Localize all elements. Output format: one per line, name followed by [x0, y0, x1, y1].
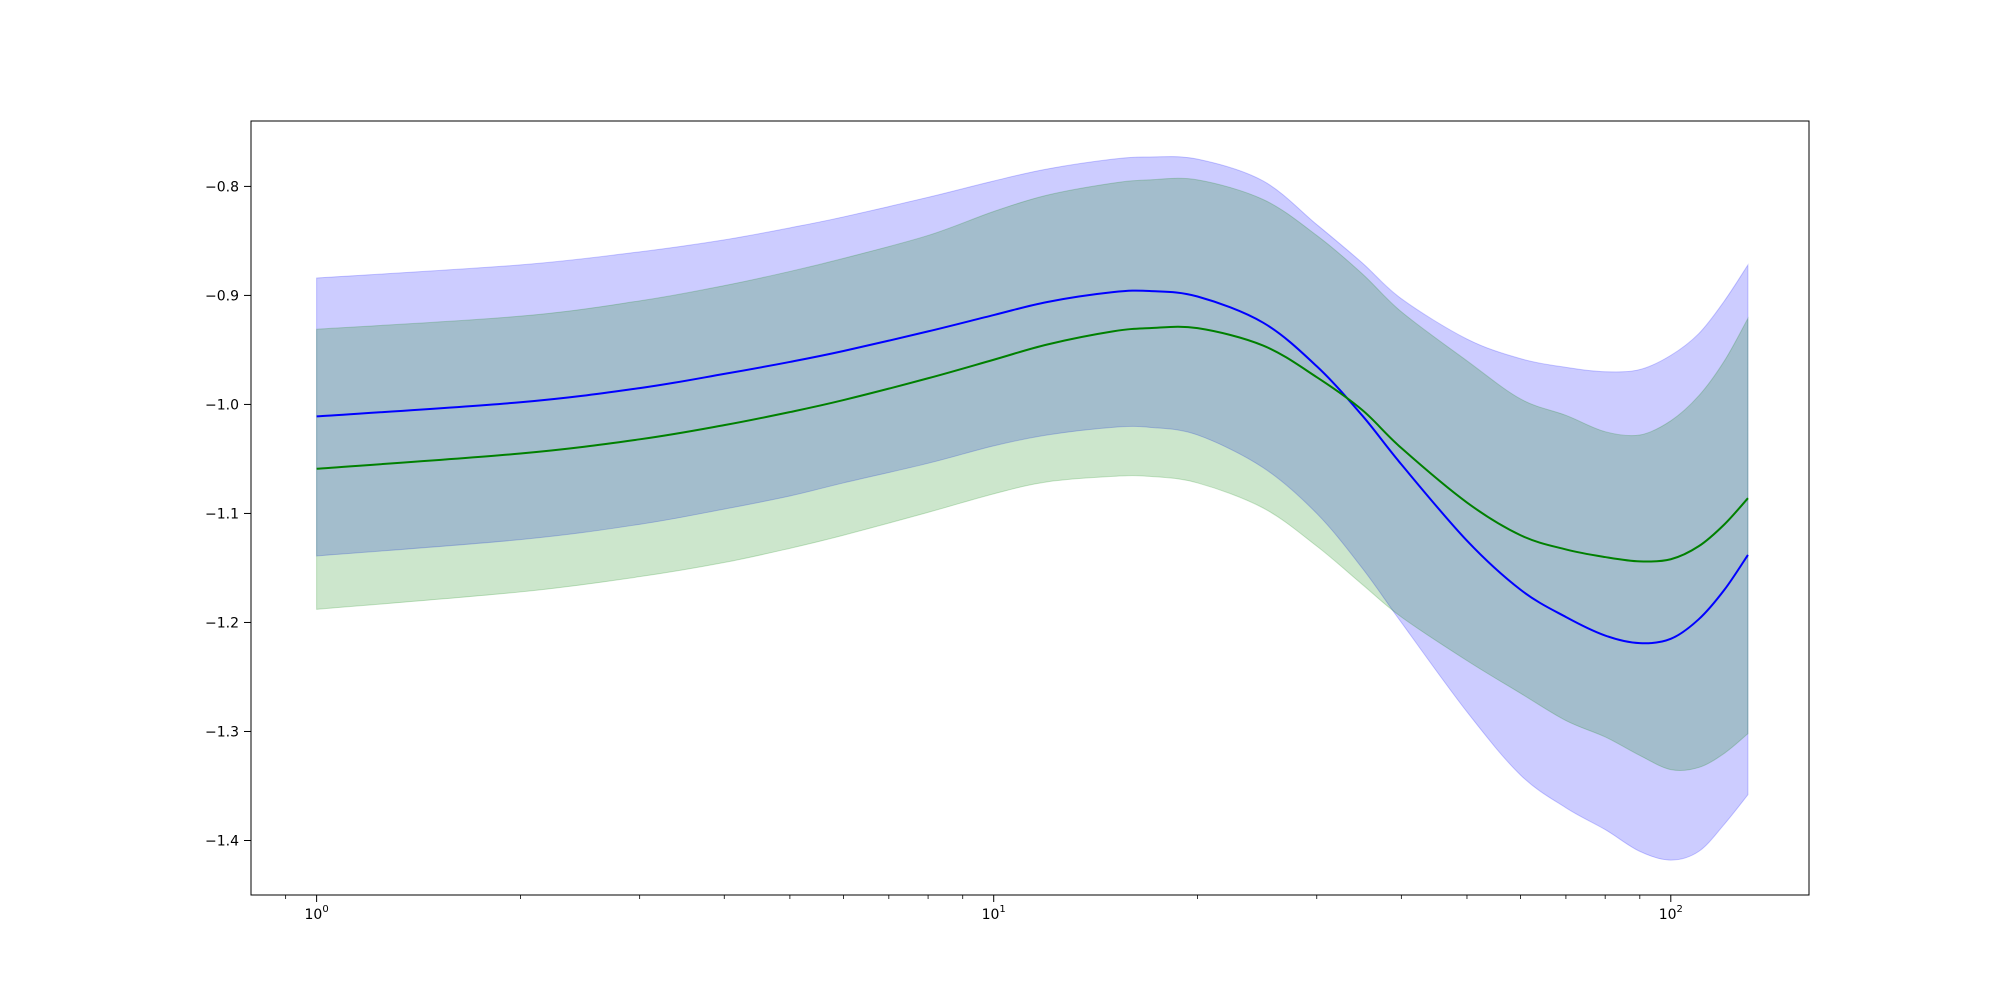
x-tick-label: 100 — [305, 904, 329, 923]
series-line-2 — [316, 325, 1749, 563]
y-tick-label: −0.8 — [205, 179, 239, 195]
y-tick-label: −1.2 — [205, 615, 239, 631]
confidence-band-2 — [316, 177, 1749, 772]
y-tick-label: −1.1 — [205, 506, 239, 522]
plot-area-background — [251, 121, 1809, 895]
x-tick-label: 101 — [982, 904, 1006, 923]
y-tick-label: −1.3 — [205, 724, 239, 740]
y-tick-label: −0.9 — [205, 288, 239, 304]
confidence-band-1 — [316, 156, 1749, 861]
confidence-bands — [316, 156, 1749, 861]
plot-frame — [250, 120, 1810, 896]
y-tick-label: −1.4 — [205, 833, 239, 849]
series-line-1 — [316, 289, 1749, 645]
series-lines — [316, 289, 1749, 645]
x-tick-label: 102 — [1659, 904, 1683, 923]
x-axis: 100 101 102 — [285, 895, 1683, 923]
y-axis: −0.8 −0.9 −1.0 −1.1 −1.2 −1.3 −1.4 — [205, 179, 251, 849]
y-tick-label: −1.0 — [205, 397, 239, 413]
